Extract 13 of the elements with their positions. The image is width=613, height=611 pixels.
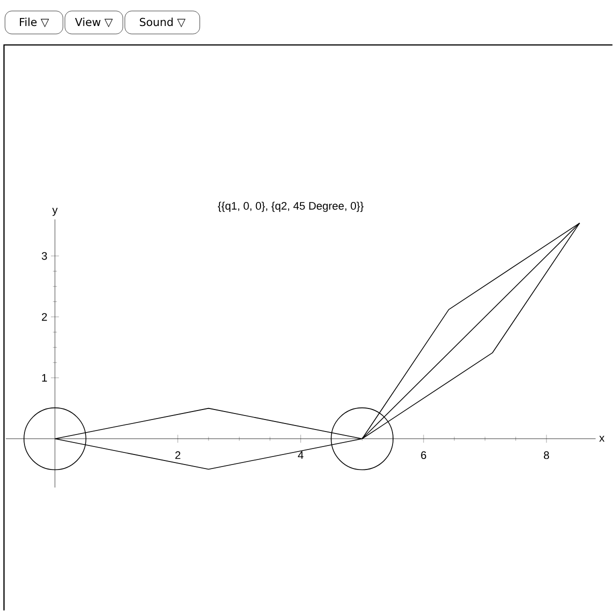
- x-tick-label: 8: [544, 451, 550, 460]
- x-tick-label: 2: [175, 451, 180, 459]
- y-tick-label: 3: [42, 252, 47, 260]
- text: View ▽: [75, 18, 113, 28]
- text: File ▽: [20, 18, 50, 28]
- y-axis-title: y: [52, 208, 58, 216]
- chart-title: {{q1, 0, 0}, {q2, 45 Degree, 0}}: [218, 202, 364, 212]
- x-tick-label: 4: [298, 451, 304, 459]
- text: Sound ▽: [140, 18, 186, 28]
- x-axis-title: x: [599, 436, 604, 442]
- y-tick-label: 1: [42, 374, 47, 382]
- x-tick-label: 6: [421, 451, 426, 460]
- y-tick-label: 2: [42, 313, 47, 321]
